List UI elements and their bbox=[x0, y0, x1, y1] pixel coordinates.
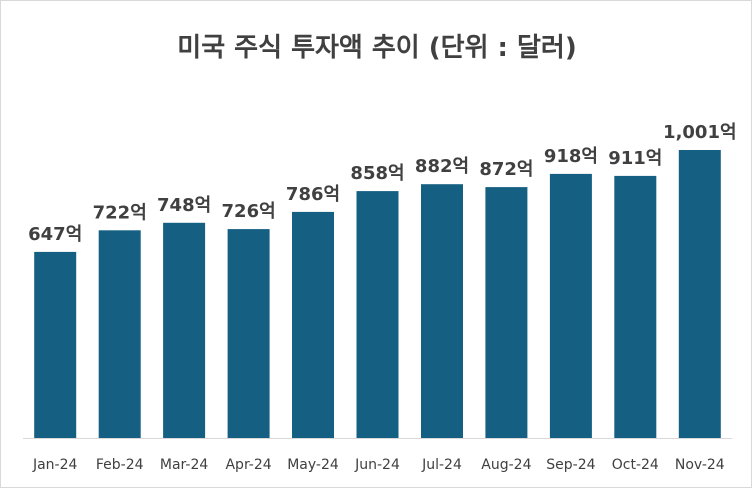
bar-jun-24 bbox=[356, 191, 399, 438]
bar-sep-24 bbox=[549, 173, 592, 438]
bar-aug-24 bbox=[485, 187, 528, 438]
x-tick-label-jun-24: Jun-24 bbox=[354, 457, 400, 473]
data-label-aug-24: 872억 bbox=[479, 159, 533, 180]
data-label-sep-24: 918억 bbox=[544, 146, 598, 167]
data-label-apr-24: 726억 bbox=[222, 201, 276, 222]
bar-may-24 bbox=[292, 211, 334, 438]
data-label-oct-24: 911억 bbox=[608, 148, 662, 169]
data-label-jun-24: 858억 bbox=[350, 163, 404, 184]
x-tick-label-may-24: May-24 bbox=[287, 457, 339, 473]
data-label-mar-24: 748억 bbox=[157, 195, 211, 216]
x-tick-labels-group: Jan-24 Feb-24 Mar-24 Apr-24 May-24 Jun-24 Jul-… bbox=[32, 457, 725, 473]
bar-oct-24 bbox=[614, 175, 657, 438]
x-tick-label-jan-24: Jan-24 bbox=[32, 457, 78, 473]
x-tick-label-sep-24: Sep-24 bbox=[546, 457, 595, 473]
bar-jul-24 bbox=[421, 184, 463, 438]
chart-title: 미국 주식 투자액 추이 (단위 : 달러) bbox=[177, 33, 577, 63]
x-tick-label-jul-24: Jul-24 bbox=[421, 457, 462, 473]
data-label-jul-24: 882억 bbox=[415, 156, 469, 177]
x-tick-label-apr-24: Apr-24 bbox=[225, 457, 271, 473]
x-tick-label-nov-24: Nov-24 bbox=[675, 457, 725, 473]
data-labels-group: 647억 722억 748억 726억 786억 858억 882억 872억 918억 911억… bbox=[28, 122, 736, 245]
x-tick-label-feb-24: Feb-24 bbox=[96, 457, 144, 473]
data-label-nov-24: 1,001억 bbox=[663, 122, 737, 143]
bar-nov-24 bbox=[678, 150, 721, 438]
data-label-jan-24: 647억 bbox=[28, 224, 82, 245]
bar-feb-24 bbox=[98, 230, 141, 438]
bar-apr-24 bbox=[227, 229, 270, 438]
bar-mar-24 bbox=[163, 222, 206, 438]
data-label-feb-24: 722억 bbox=[93, 202, 147, 223]
x-tick-label-mar-24: Mar-24 bbox=[160, 457, 208, 473]
bars-group bbox=[34, 150, 721, 438]
x-tick-label-aug-24: Aug-24 bbox=[481, 457, 531, 473]
x-tick-label-oct-24: Oct-24 bbox=[612, 457, 659, 473]
bar-jan-24 bbox=[34, 251, 77, 438]
data-label-may-24: 786억 bbox=[286, 184, 340, 205]
